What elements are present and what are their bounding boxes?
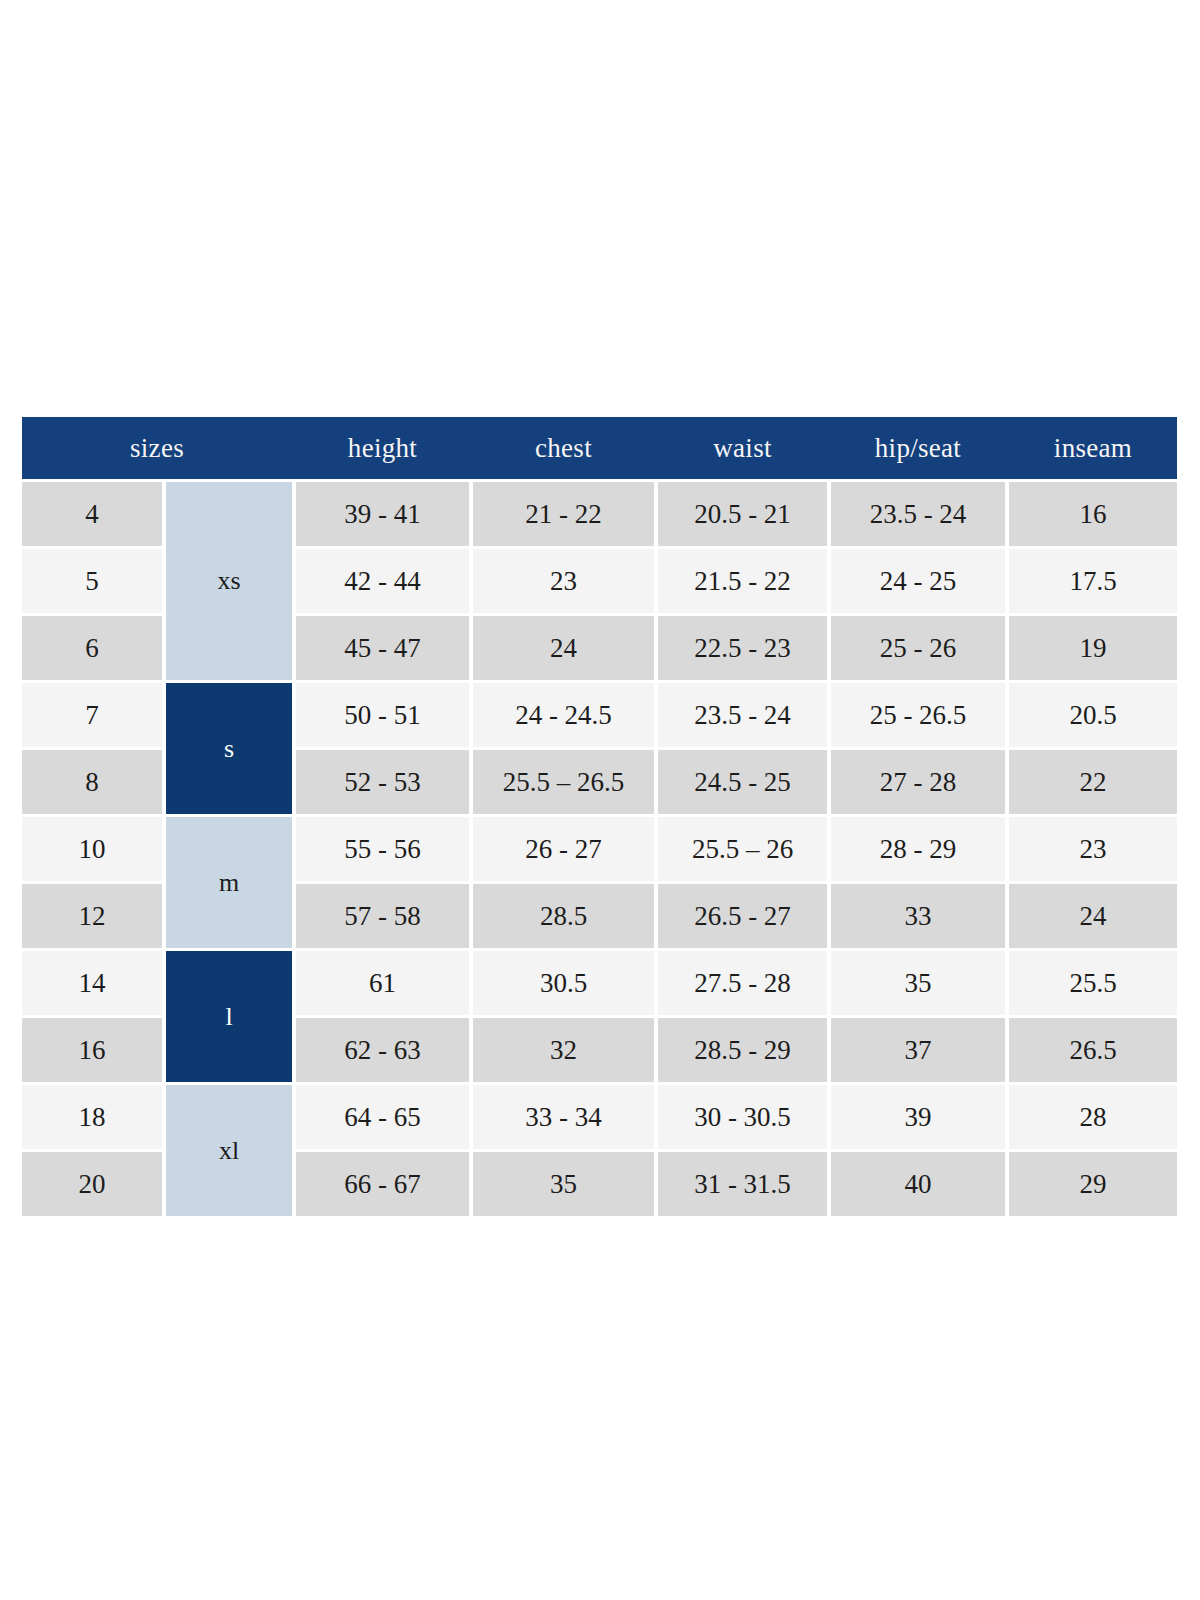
cell-inseam: 29 [1009,1152,1177,1216]
cell-height: 61 [296,951,469,1015]
cell-inseam: 16 [1009,482,1177,546]
cell-waist: 24.5 - 25 [658,750,827,814]
cell-height: 42 - 44 [296,549,469,613]
cell-waist: 27.5 - 28 [658,951,827,1015]
cell-waist: 30 - 30.5 [658,1085,827,1149]
cell-inseam: 20.5 [1009,683,1177,747]
cell-hip-seat: 25 - 26 [831,616,1005,680]
header-cell-chest: chest [473,433,654,464]
cell-waist: 28.5 - 29 [658,1018,827,1082]
cell-chest: 24 [473,616,654,680]
cell-inseam: 26.5 [1009,1018,1177,1082]
size-group-cell-l: l [166,951,292,1082]
size-chart-page: sizes height chest waist hip/seat inseam… [0,0,1200,1600]
cell-height: 52 - 53 [296,750,469,814]
cell-waist: 21.5 - 22 [658,549,827,613]
cell-size: 8 [22,750,162,814]
cell-size: 18 [22,1085,162,1149]
cell-size: 12 [22,884,162,948]
cell-chest: 21 - 22 [473,482,654,546]
cell-waist: 23.5 - 24 [658,683,827,747]
cell-hip-seat: 24 - 25 [831,549,1005,613]
cell-size: 14 [22,951,162,1015]
cell-inseam: 17.5 [1009,549,1177,613]
cell-waist: 22.5 - 23 [658,616,827,680]
cell-hip-seat: 28 - 29 [831,817,1005,881]
cell-inseam: 19 [1009,616,1177,680]
cell-waist: 20.5 - 21 [658,482,827,546]
cell-hip-seat: 40 [831,1152,1005,1216]
cell-size: 10 [22,817,162,881]
cell-chest: 32 [473,1018,654,1082]
cell-hip-seat: 33 [831,884,1005,948]
cell-hip-seat: 39 [831,1085,1005,1149]
cell-waist: 26.5 - 27 [658,884,827,948]
size-group-cell-xs: xs [166,482,292,680]
cell-size: 20 [22,1152,162,1216]
cell-waist: 31 - 31.5 [658,1152,827,1216]
size-group-cell-m: m [166,817,292,948]
cell-height: 62 - 63 [296,1018,469,1082]
cell-height: 57 - 58 [296,884,469,948]
cell-chest: 23 [473,549,654,613]
cell-chest: 35 [473,1152,654,1216]
table-header-row: sizes height chest waist hip/seat inseam [22,417,1177,479]
cell-inseam: 28 [1009,1085,1177,1149]
cell-inseam: 23 [1009,817,1177,881]
cell-size: 16 [22,1018,162,1082]
cell-height: 55 - 56 [296,817,469,881]
cell-chest: 25.5 – 26.5 [473,750,654,814]
header-cell-height: height [296,433,469,464]
cell-inseam: 25.5 [1009,951,1177,1015]
header-cell-sizes: sizes [22,433,292,464]
cell-size: 5 [22,549,162,613]
cell-waist: 25.5 – 26 [658,817,827,881]
cell-height: 64 - 65 [296,1085,469,1149]
cell-hip-seat: 27 - 28 [831,750,1005,814]
cell-inseam: 24 [1009,884,1177,948]
cell-inseam: 22 [1009,750,1177,814]
size-group-cell-s: s [166,683,292,814]
cell-chest: 28.5 [473,884,654,948]
header-cell-inseam: inseam [1009,433,1177,464]
cell-height: 66 - 67 [296,1152,469,1216]
cell-hip-seat: 37 [831,1018,1005,1082]
cell-height: 50 - 51 [296,683,469,747]
cell-hip-seat: 35 [831,951,1005,1015]
header-cell-waist: waist [658,433,827,464]
cell-chest: 24 - 24.5 [473,683,654,747]
size-group-cell-xl: xl [166,1085,292,1216]
cell-size: 6 [22,616,162,680]
cell-chest: 33 - 34 [473,1085,654,1149]
header-cell-hip-seat: hip/seat [831,433,1005,464]
cell-height: 39 - 41 [296,482,469,546]
cell-size: 4 [22,482,162,546]
cell-hip-seat: 25 - 26.5 [831,683,1005,747]
cell-chest: 30.5 [473,951,654,1015]
cell-hip-seat: 23.5 - 24 [831,482,1005,546]
size-chart-table: sizes height chest waist hip/seat inseam… [22,417,1177,1216]
cell-size: 7 [22,683,162,747]
cell-chest: 26 - 27 [473,817,654,881]
cell-height: 45 - 47 [296,616,469,680]
table-body: 4 xs 39 - 41 21 - 22 20.5 - 21 23.5 - 24… [22,482,1177,1216]
